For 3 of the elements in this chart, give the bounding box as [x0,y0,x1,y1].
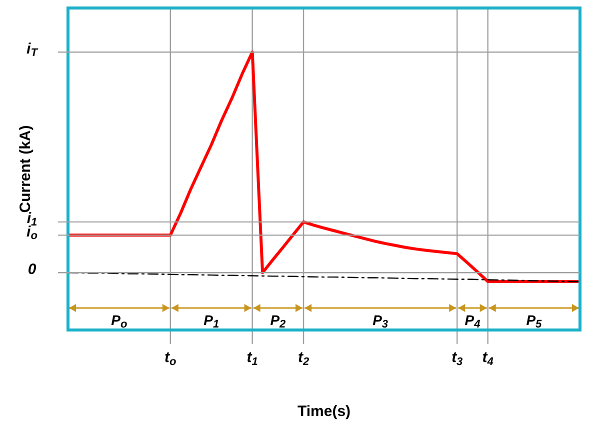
y-axis-title: Current (kA) [17,125,34,213]
text: 0 [28,260,37,278]
x-axis-title: Time(s) [297,403,351,420]
